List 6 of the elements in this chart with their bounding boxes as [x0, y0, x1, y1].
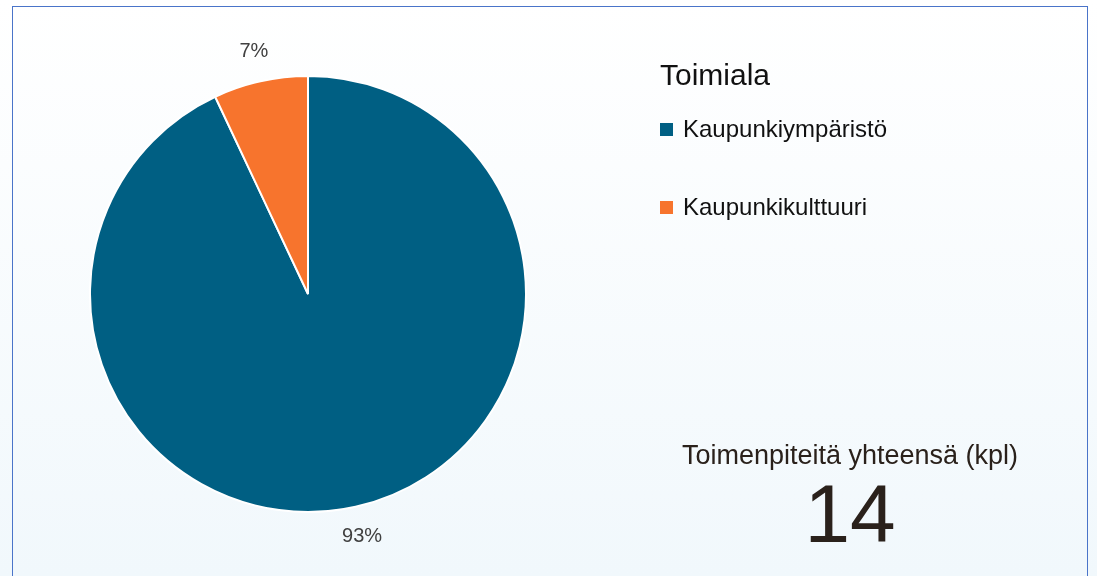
data-label: 93% — [342, 523, 383, 546]
text: Toimenpiteitä yhteensä (kpl) — [680, 440, 1020, 471]
legend-title: Toimiala — [660, 58, 772, 92]
data-label: 7% — [239, 39, 269, 62]
legend-label: Kaupunkikulttuuri — [683, 193, 868, 221]
slice-label: Kaupunkiympäristö — [683, 115, 888, 143]
